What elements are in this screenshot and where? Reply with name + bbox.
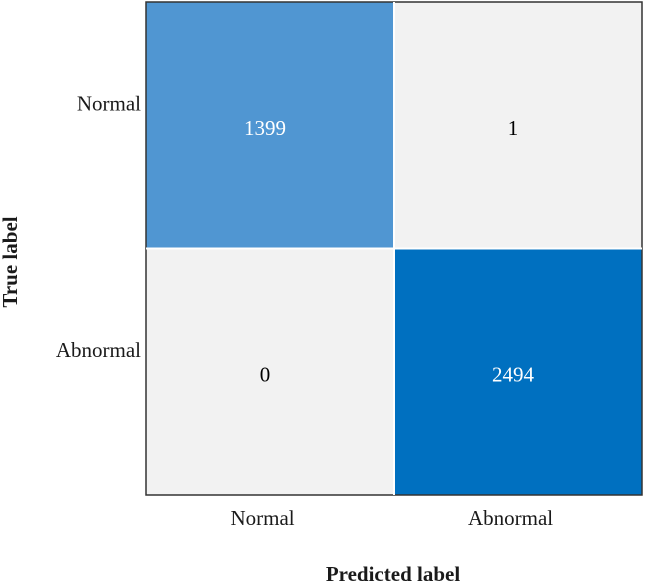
x-tick-label: Normal bbox=[230, 506, 294, 530]
y-tick-labels: Normal Abnormal bbox=[56, 91, 141, 362]
x-axis-title: Predicted label bbox=[326, 562, 461, 585]
cell-value-label: 2494 bbox=[492, 362, 535, 386]
x-tick-labels: Normal Abnormal bbox=[230, 506, 553, 530]
matrix-cell-normal-normal bbox=[146, 2, 394, 249]
matrix-cell-abnormal-abnormal bbox=[394, 248, 642, 495]
x-tick-label: Abnormal bbox=[468, 506, 553, 530]
y-tick-label: Normal bbox=[77, 91, 141, 115]
y-axis-title: True label bbox=[0, 216, 22, 307]
cell-value-label: 1399 bbox=[244, 116, 286, 140]
matrix-cells bbox=[146, 2, 642, 495]
matrix-cell-labels: 1399 1 0 2494 bbox=[244, 116, 534, 387]
matrix-cell-normal-abnormal bbox=[394, 2, 642, 249]
matrix-cell-abnormal-normal bbox=[146, 248, 394, 495]
cell-value-label: 0 bbox=[260, 362, 271, 386]
y-tick-label: Abnormal bbox=[56, 338, 141, 362]
cell-value-label: 1 bbox=[508, 116, 519, 140]
